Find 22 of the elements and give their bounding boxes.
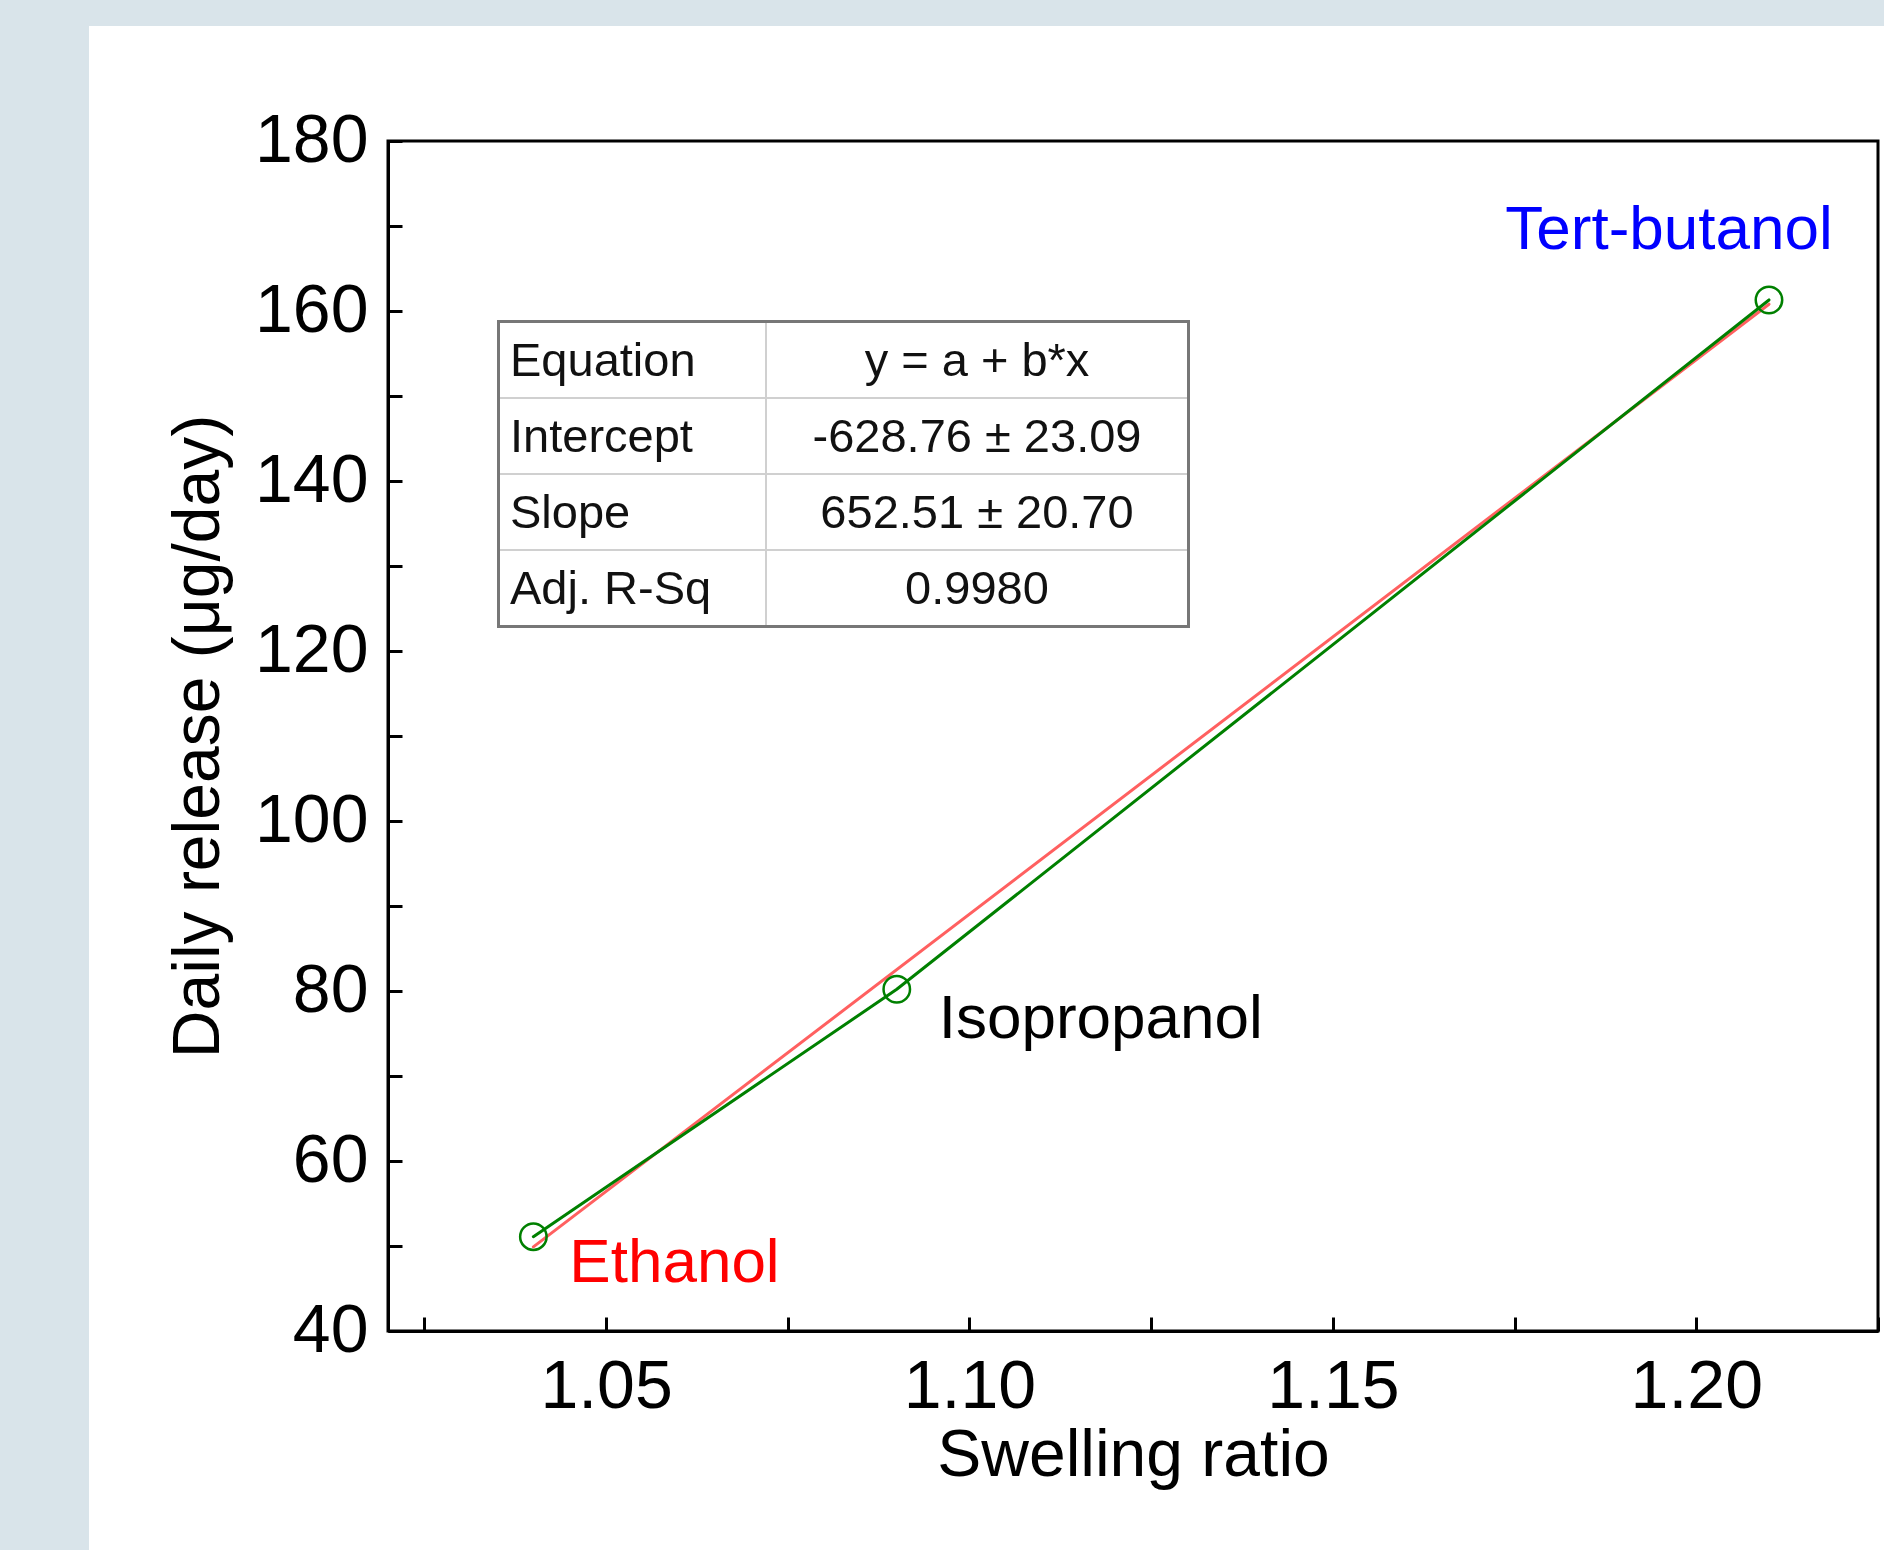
annotation: 0.9980: [766, 550, 1189, 627]
annotation: Intercept: [498, 398, 766, 474]
y-tick-label: 140: [255, 439, 369, 516]
annotation: Slope: [498, 474, 766, 550]
y-tick-label: 100: [255, 779, 369, 856]
x-tick-label: 1.20: [1630, 1345, 1763, 1422]
y-axis-title: Daily release (μg/day): [159, 414, 234, 1059]
annotation: Isopropanol: [938, 982, 1263, 1052]
annotation: y = a + b*x: [766, 321, 1189, 398]
y-tick-label: 60: [292, 1119, 369, 1196]
x-tick-label: 1.05: [540, 1345, 673, 1422]
annotation: 652.51 ± 20.70: [766, 474, 1189, 550]
y-tick-label: 160: [255, 269, 369, 346]
annotation: Ethanol: [569, 1225, 780, 1295]
annotation: -628.76 ± 23.09: [766, 398, 1189, 474]
annotation: Tert-butanol: [1505, 192, 1833, 262]
annotation: Equation: [498, 321, 766, 398]
y-tick-label: 120: [255, 609, 369, 686]
y-tick-label: 180: [255, 99, 369, 176]
y-tick-label: 80: [292, 949, 369, 1026]
annotation: Adj. R-Sq: [498, 550, 766, 627]
y-tick-label: 40: [292, 1289, 369, 1366]
